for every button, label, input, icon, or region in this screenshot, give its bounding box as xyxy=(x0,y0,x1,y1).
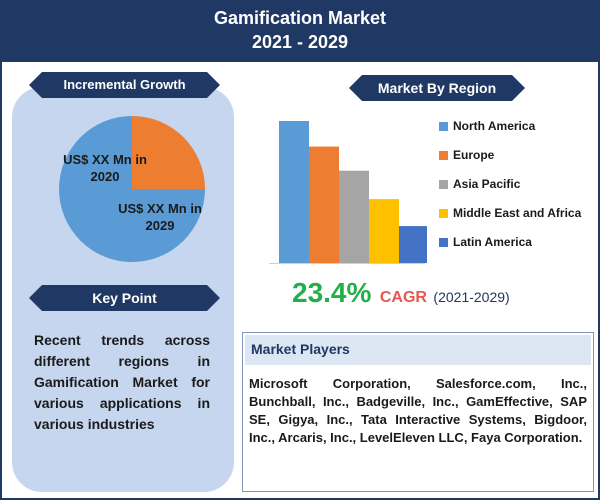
cagr-value: 23.4% xyxy=(292,277,372,308)
market-by-region-heading: Market By Region xyxy=(349,75,525,101)
bar-europe xyxy=(309,146,339,263)
legend-swatch-asia-pacific xyxy=(439,180,448,189)
key-point-heading: Key Point xyxy=(29,285,220,311)
legend-swatch-north-america xyxy=(439,122,448,131)
incremental-growth-pie-chart xyxy=(59,116,205,262)
legend-label-latin-america: Latin America xyxy=(453,235,532,249)
legend-swatch-europe xyxy=(439,151,448,160)
market-players-text: Microsoft Corporation, Salesforce.com, I… xyxy=(249,376,587,445)
title-bar: Gamification Market 2021 - 2029 xyxy=(2,2,598,62)
bar-middle-east-and-africa xyxy=(369,199,399,263)
legend-label-middle-east-and-africa: Middle East and Africa xyxy=(453,206,582,220)
legend-label-europe: Europe xyxy=(453,148,495,162)
legend-swatch-latin-america xyxy=(439,238,448,247)
bar-latin-america xyxy=(399,226,427,263)
legend-label-north-america: North America xyxy=(453,119,536,133)
bar-asia-pacific xyxy=(339,170,369,263)
bar-north-america xyxy=(279,121,309,263)
pie-label-2020: US$ XX Mn in 2020 xyxy=(63,152,147,184)
cagr-label: CAGR xyxy=(379,289,427,306)
market-players-heading: Market Players xyxy=(251,341,350,357)
pie-slice-2020 xyxy=(132,116,205,189)
market-by-region-bar-chart xyxy=(269,121,427,264)
market-players-box: Market Players Microsoft Corporation, Sa… xyxy=(242,332,594,492)
key-point-text: Recent trends across different regions i… xyxy=(34,332,210,432)
market-players-header: Market Players xyxy=(245,335,591,365)
cagr-block: 23.4% CAGR (2021-2029) xyxy=(292,277,510,309)
cagr-period: (2021-2029) xyxy=(433,289,510,305)
page-title: Gamification Market xyxy=(213,8,387,28)
incremental-growth-heading: Incremental Growth xyxy=(29,72,220,98)
legend-label-asia-pacific: Asia Pacific xyxy=(453,177,521,191)
legend-swatch-middle-east-and-africa xyxy=(439,209,448,218)
pie-label-2029: US$ XX Mn in 2029 xyxy=(118,201,202,233)
page-subtitle: 2021 - 2029 xyxy=(251,32,349,52)
pie-slice-2029 xyxy=(59,116,205,262)
